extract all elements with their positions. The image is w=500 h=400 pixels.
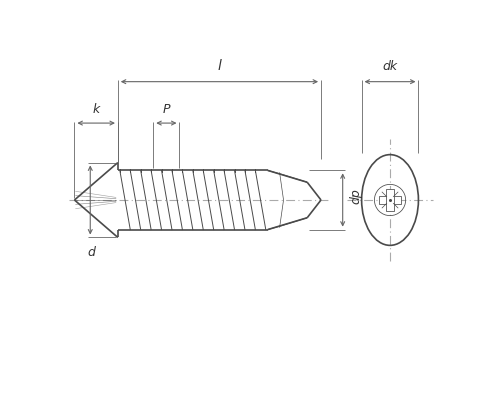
Bar <box>379 196 401 204</box>
Text: k: k <box>92 103 100 116</box>
Text: l: l <box>218 59 222 73</box>
Text: P: P <box>162 103 170 116</box>
Bar <box>386 189 394 211</box>
Text: d: d <box>88 246 96 259</box>
Text: dp: dp <box>350 188 363 204</box>
Text: dk: dk <box>382 60 398 73</box>
